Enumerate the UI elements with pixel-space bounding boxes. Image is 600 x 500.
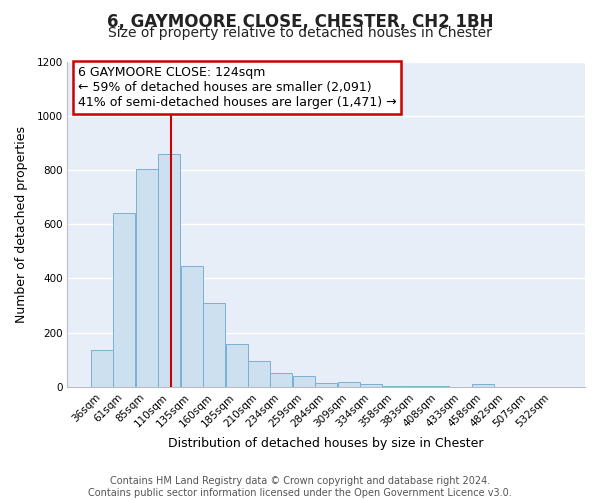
Bar	[427, 386, 449, 387]
Bar	[405, 386, 427, 387]
Bar	[158, 154, 180, 387]
Y-axis label: Number of detached properties: Number of detached properties	[15, 126, 28, 322]
X-axis label: Distribution of detached houses by size in Chester: Distribution of detached houses by size …	[169, 437, 484, 450]
Bar	[181, 266, 203, 387]
Bar	[91, 350, 113, 387]
Bar	[293, 376, 315, 387]
Bar	[136, 168, 158, 387]
Bar	[472, 384, 494, 387]
Bar	[113, 214, 136, 387]
Bar	[360, 384, 382, 387]
Bar	[315, 383, 337, 387]
Bar	[226, 344, 248, 387]
Bar	[383, 386, 404, 387]
Text: Contains HM Land Registry data © Crown copyright and database right 2024.
Contai: Contains HM Land Registry data © Crown c…	[88, 476, 512, 498]
Text: 6 GAYMOORE CLOSE: 124sqm
← 59% of detached houses are smaller (2,091)
41% of sem: 6 GAYMOORE CLOSE: 124sqm ← 59% of detach…	[78, 66, 397, 110]
Bar	[271, 374, 292, 387]
Bar	[203, 303, 225, 387]
Text: Size of property relative to detached houses in Chester: Size of property relative to detached ho…	[108, 26, 492, 40]
Bar	[338, 382, 359, 387]
Bar	[248, 361, 270, 387]
Text: 6, GAYMOORE CLOSE, CHESTER, CH2 1BH: 6, GAYMOORE CLOSE, CHESTER, CH2 1BH	[107, 12, 493, 30]
